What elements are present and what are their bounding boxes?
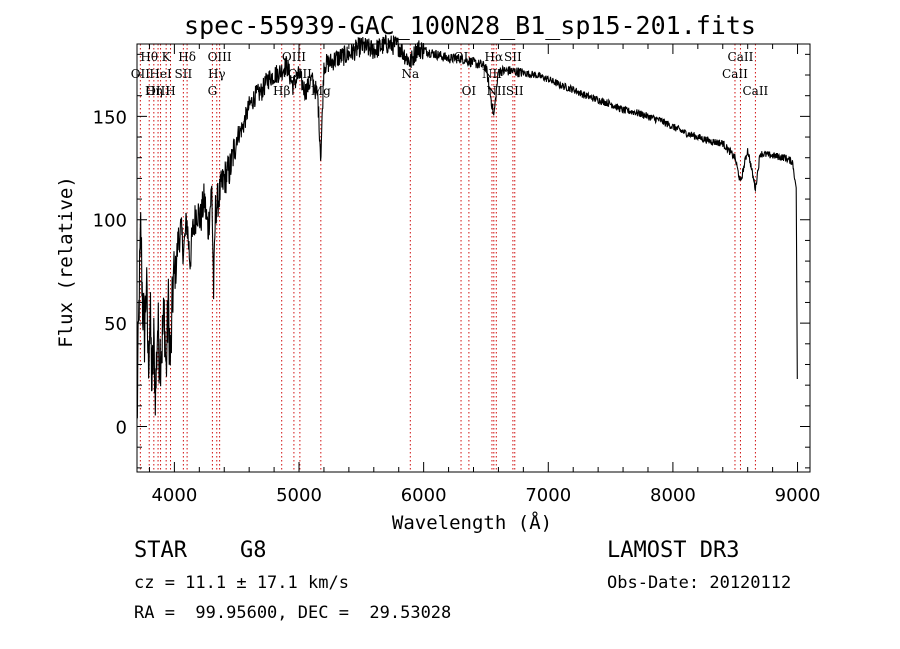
y-tick-label: 150 (93, 107, 127, 128)
object-class: STAR (134, 538, 187, 563)
line-label: CaII (728, 50, 754, 64)
ra-dec: RA = 99.95600, DEC = 29.53028 (134, 603, 452, 623)
line-label: Na (401, 67, 419, 81)
line-label: OI (462, 84, 477, 98)
line-label: Hα (485, 50, 504, 64)
line-label: OIII (282, 50, 306, 64)
line-label: Hθ (140, 50, 158, 64)
line-label: CaII (742, 84, 768, 98)
line-label: Hβ (273, 84, 290, 98)
observation-date: Obs-Date: 20120112 (607, 573, 792, 593)
x-axis-label: Wavelength (Å) (392, 511, 552, 534)
plot-frame (136, 43, 811, 473)
y-axis-label: Flux (relative) (55, 176, 77, 348)
y-tick-label: 100 (93, 211, 127, 232)
line-label: Hη (145, 84, 163, 98)
y-tick-label: 0 (116, 418, 127, 439)
y-tick-label: 50 (104, 314, 127, 335)
object-subclass: G8 (240, 538, 267, 563)
x-tick-label: 8000 (650, 485, 696, 506)
line-label: K (162, 50, 172, 64)
line-label: OIII (208, 50, 232, 64)
x-tick-label: 7000 (525, 485, 571, 506)
survey-name: LAMOST DR3 (607, 538, 740, 563)
x-tick-label: 9000 (775, 485, 821, 506)
line-label: G (208, 84, 218, 98)
line-label: HeI (149, 67, 172, 81)
line-label: Hδ (178, 50, 196, 64)
line-label: OIII (146, 84, 170, 98)
x-tick-label: 4000 (151, 485, 197, 506)
x-tick-label: 6000 (401, 485, 447, 506)
line-label: CaII (722, 67, 748, 81)
plot-area (136, 34, 798, 419)
line-label: SII (506, 84, 524, 98)
line-markers (139, 44, 756, 472)
redshift-cz: cz = 11.1 ± 17.1 km/s (134, 573, 349, 593)
line-label: SII (175, 67, 193, 81)
x-tick-label: 5000 (276, 485, 322, 506)
line-label: OII (131, 67, 151, 81)
line-label: SII (504, 50, 522, 64)
line-label: H (165, 84, 175, 98)
axes: 4000 5000 6000 7000 8000 9000 0 50 100 150 (93, 43, 821, 506)
spectrum-line (136, 34, 798, 419)
line-label: Hγ (208, 67, 226, 81)
chart-title: spec-55939-GAC_100N28_B1_sp15-201.fits (184, 11, 756, 40)
